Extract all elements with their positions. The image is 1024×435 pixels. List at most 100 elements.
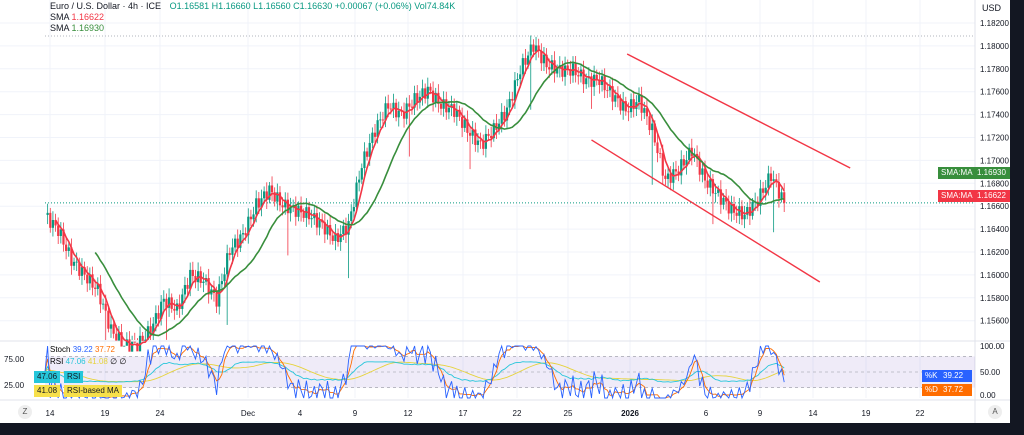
candle-body — [656, 142, 659, 154]
stoch-k-tag: %K — [922, 370, 941, 382]
time-tick-label: 19 — [862, 409, 871, 418]
candle-body — [532, 44, 535, 52]
candle-body — [500, 111, 503, 124]
candle-body — [355, 182, 358, 208]
candle-body — [239, 234, 242, 248]
rsi-axis-tag: RSI — [64, 371, 84, 383]
candle-body — [685, 160, 688, 166]
candle-body — [115, 333, 118, 341]
rsi-na-1: ∅ — [110, 357, 118, 366]
price-chart[interactable]: 1.18200 1.18000 1.17800 1.17600 1.17400 1.172… — [0, 0, 1010, 423]
candle-body — [725, 197, 728, 202]
candle-body — [223, 274, 226, 282]
candle-body — [688, 147, 691, 161]
candle-body — [104, 303, 107, 311]
candle-body — [141, 335, 144, 341]
price-tick-label: 1.17800 — [980, 65, 1009, 74]
candle-body — [706, 180, 709, 188]
stoch-legend[interactable]: Stoch 39.22 37.72 — [50, 345, 115, 355]
candle-body — [743, 214, 746, 220]
sma-fast-label: SMA — [50, 12, 70, 22]
candle-body — [476, 140, 480, 145]
candle-body — [202, 281, 205, 283]
candle-body — [358, 179, 361, 183]
candle-body — [727, 201, 730, 214]
candle-body — [197, 271, 200, 283]
candle-body — [569, 69, 572, 76]
candle-body — [703, 168, 707, 181]
candle-body — [590, 76, 593, 87]
candle-body — [136, 342, 139, 352]
candle-body — [167, 297, 171, 308]
candle-body — [413, 93, 416, 108]
timezone-button[interactable]: Z — [18, 405, 32, 419]
candle-body — [761, 188, 765, 193]
osc-left-tick: 75.00 — [4, 355, 25, 364]
sma-slow-label: SMA — [50, 23, 70, 33]
candle-body — [674, 169, 678, 172]
auto-scale-button[interactable]: A — [988, 405, 1002, 419]
candle-body — [352, 207, 355, 212]
candle-body — [101, 303, 105, 305]
candle-body — [608, 86, 612, 91]
candle-body — [471, 129, 474, 136]
candle-body — [783, 192, 786, 203]
rsi-legend[interactable]: RSI 47.06 41.08 ∅ ∅ — [50, 357, 126, 367]
candle-body — [173, 308, 176, 311]
candle-body — [767, 173, 770, 188]
sma-slow-value: 1.16930 — [71, 23, 105, 33]
candle-body — [389, 108, 392, 110]
candle-body — [561, 65, 564, 77]
candle-body — [606, 90, 609, 92]
candle-body — [162, 298, 165, 302]
sma-fast-legend[interactable]: SMA 1.16622 — [50, 12, 104, 22]
candle-body — [57, 225, 60, 237]
candle-body — [619, 98, 622, 111]
candle-body — [302, 212, 305, 218]
candle-body — [732, 203, 736, 213]
candle-body — [392, 102, 395, 109]
candle-body — [666, 173, 670, 179]
candle-body — [537, 45, 540, 51]
candle-body — [342, 225, 345, 235]
candle-body — [563, 65, 567, 77]
candle-body — [434, 92, 437, 103]
candle-body — [146, 326, 150, 340]
candle-body — [331, 235, 334, 241]
candle-body — [233, 238, 237, 248]
time-tick-label: 2026 — [621, 409, 639, 418]
candle-body — [131, 341, 134, 352]
candle-body — [431, 90, 435, 103]
time-tick-label: 9 — [758, 409, 763, 418]
candle-body — [109, 324, 113, 329]
sma-slow-legend[interactable]: SMA 1.16930 — [50, 23, 104, 33]
candle-body — [273, 192, 276, 202]
candle-body — [265, 191, 268, 200]
candle-body — [405, 103, 408, 119]
candle-body — [376, 120, 379, 137]
stoch-k-value: 39.22 — [72, 345, 93, 354]
candle-body — [183, 284, 187, 295]
candle-body — [513, 80, 517, 101]
candle-body — [249, 216, 253, 220]
candle-body — [315, 213, 319, 228]
candle-body — [534, 45, 538, 52]
candle-body — [548, 67, 551, 70]
candle-body — [645, 108, 649, 117]
candle-body — [381, 119, 385, 121]
candle-body — [585, 78, 588, 85]
candle-body — [516, 79, 519, 81]
candle-body — [714, 192, 717, 194]
candle-body — [215, 292, 218, 307]
candle-body — [165, 298, 168, 308]
candle-body — [117, 332, 121, 341]
candle-body — [453, 104, 456, 117]
candle-body — [463, 119, 466, 128]
candle-body — [503, 111, 506, 121]
candle-body — [709, 179, 712, 188]
candle-body — [86, 274, 89, 284]
price-tick-label: 1.17000 — [980, 156, 1009, 165]
candle-body — [128, 339, 131, 352]
candle-body — [540, 50, 543, 64]
stoch-d-axis-value: 37.72 — [940, 384, 972, 396]
